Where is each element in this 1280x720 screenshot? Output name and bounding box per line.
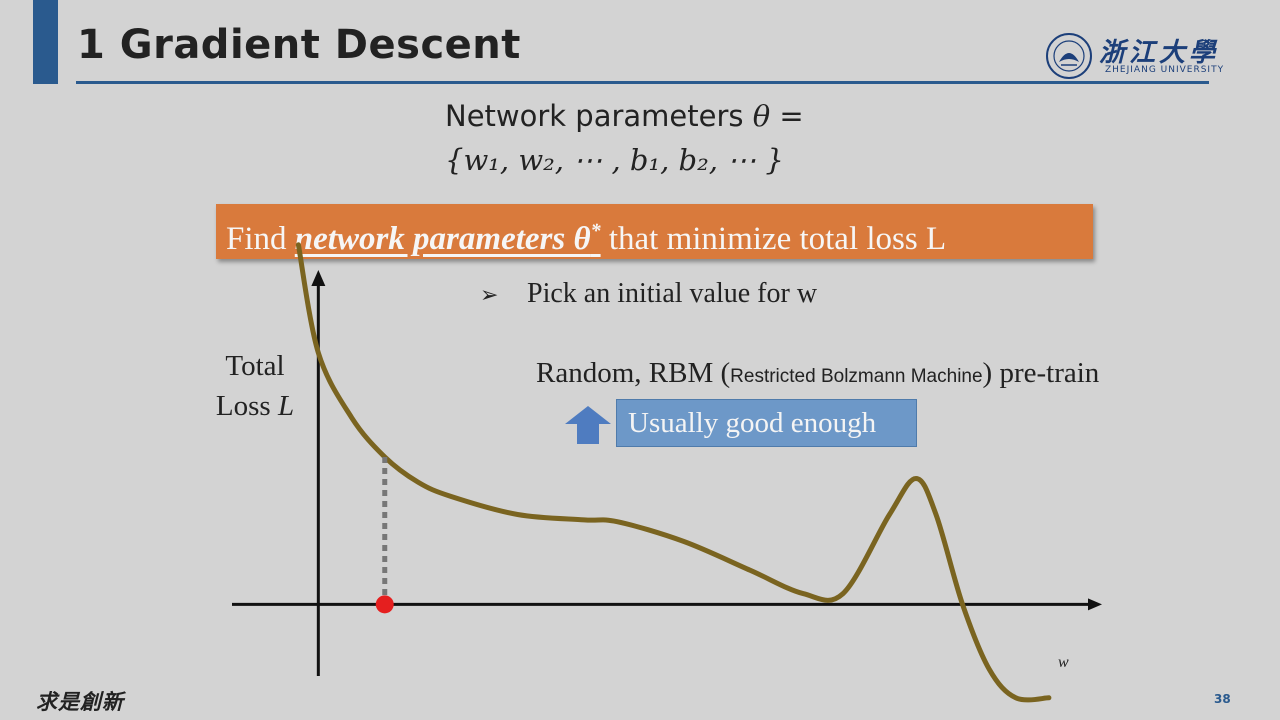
university-logo: 浙江大學 ZHEJIANG UNIVERSITY <box>1043 30 1223 82</box>
bullet-point: ➢ Pick an initial value for w <box>480 278 817 310</box>
init-prefix: Random, RBM ( <box>536 357 731 389</box>
params-equals: = <box>779 99 804 133</box>
y-axis-label-line2: Loss L <box>200 386 310 426</box>
y-axis-label: Total Loss L <box>200 346 310 426</box>
title-accent-bar <box>33 0 58 84</box>
params-lead: Network parameters <box>445 99 744 133</box>
initial-value-point <box>375 595 394 614</box>
init-small: Restricted Bolzmann Machine <box>730 366 983 387</box>
footer-motto: 求是創新 <box>36 689 124 714</box>
y-axis-arrowhead <box>311 270 326 286</box>
y-axis-label-line1: Total <box>225 350 285 382</box>
y-axis-label-symbol: L <box>277 390 295 422</box>
loss-curve <box>295 242 1052 703</box>
logo-chinese-name: 浙江大學 <box>1099 38 1220 68</box>
y-axis-label-word: Loss <box>215 390 271 422</box>
x-axis-label: w <box>1058 654 1069 671</box>
initialization-methods: Random, RBM (Restricted Bolzmann Machine… <box>536 357 1099 390</box>
network-parameters: Network parameters θ = {w₁, w₂, ⋯ , b₁, … <box>445 94 804 182</box>
params-set: {w₁, w₂, ⋯ , b₁, b₂, ⋯ } <box>445 143 784 177</box>
logo-english-name: ZHEJIANG UNIVERSITY <box>1105 65 1225 75</box>
goal-emphasis-text: network parameters θ <box>294 221 591 257</box>
init-suffix: ) pre-train <box>982 357 1100 389</box>
university-seal-icon <box>1046 33 1092 79</box>
params-theta: θ <box>752 99 771 133</box>
x-axis-arrowhead <box>1088 598 1102 611</box>
goal-star: * <box>590 220 601 242</box>
title-underline <box>76 81 1209 84</box>
goal-emphasis: network parameters θ* <box>294 220 601 257</box>
goal-banner: Find network parameters θ* that minimize… <box>216 204 1093 259</box>
page-number: 38 <box>1214 692 1231 706</box>
params-line-1: Network parameters θ = <box>445 94 804 138</box>
callout-box: Usually good enough <box>616 399 917 447</box>
goal-suffix: that minimize total loss L <box>608 221 947 257</box>
bullet-text: Pick an initial value for w <box>527 278 818 309</box>
up-arrow-icon <box>565 406 611 444</box>
goal-prefix: Find <box>226 221 287 257</box>
bullet-arrow-icon: ➢ <box>480 283 499 308</box>
slide-title: 1 Gradient Descent <box>77 22 521 68</box>
